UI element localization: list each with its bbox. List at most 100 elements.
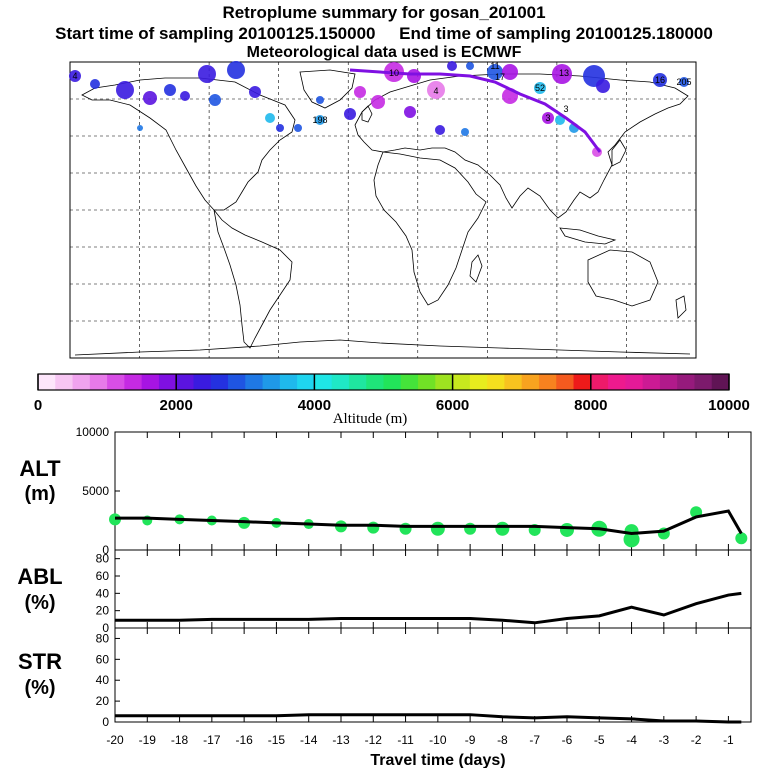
y-tick-label: 0 (102, 543, 109, 557)
colorbar-swatch (38, 374, 56, 390)
colorbar-swatch (297, 374, 315, 390)
colorbar-swatch (124, 374, 143, 390)
plume-marker (552, 64, 572, 84)
plume-centroid-path (349, 68, 602, 153)
x-tick-label: -16 (235, 733, 253, 747)
colorbar-tick-label: 4000 (298, 397, 331, 414)
x-tick-label: -5 (594, 733, 605, 747)
colorbar-label: Altitude (m) (333, 411, 408, 427)
plume-marker (276, 124, 284, 132)
plume-marker (371, 95, 385, 109)
plume-marker (542, 112, 554, 124)
colorbar-swatch (193, 374, 212, 390)
colorbar-swatch (158, 374, 177, 390)
plume-marker (90, 79, 100, 89)
plume-marker (137, 125, 143, 131)
plume-age-label: 16 (655, 75, 665, 85)
colorbar-swatch (469, 374, 488, 390)
x-tick-label: -10 (429, 733, 447, 747)
plume-marker (344, 108, 356, 120)
plume-marker (596, 79, 610, 93)
x-tick-label: -4 (626, 733, 637, 747)
colorbar-swatch (677, 374, 695, 390)
panel-unit-abl: (%) (24, 592, 55, 614)
x-tick-label: -8 (497, 733, 508, 747)
x-tick-label: -13 (332, 733, 350, 747)
plume-marker (227, 61, 245, 79)
colorbar-swatch (279, 374, 298, 390)
y-tick-label: 80 (96, 631, 110, 645)
end-time-label: End time of sampling 20100125.180000 (399, 24, 713, 43)
altitude-dot (559, 522, 574, 537)
x-axis-label: Travel time (days) (370, 752, 505, 768)
colorbar-swatch (89, 374, 108, 390)
panel-unit-alt: (m) (24, 483, 55, 505)
x-tick-label: -1 (723, 733, 734, 747)
plume-marker (164, 84, 176, 96)
panel-label-alt: ALT (19, 456, 61, 481)
panel-abl: 80 60 40 20 0 (96, 549, 752, 635)
plume-marker (209, 94, 221, 106)
plume-marker (143, 91, 157, 105)
colorbar-swatch (176, 374, 194, 390)
plume-marker (435, 125, 445, 135)
panel-str: 80 60 40 20 0 (96, 627, 752, 729)
colorbar-swatch (314, 374, 333, 390)
plume-age-label: 3 (545, 113, 550, 123)
colorbar-swatch (538, 374, 557, 390)
colorbar-swatch (55, 374, 74, 390)
altitude-dot (464, 522, 477, 535)
colorbar-tick-label: 8000 (574, 397, 607, 414)
x-tick-label: -18 (171, 733, 189, 747)
altitude-dot (399, 522, 412, 535)
plume-age-label: 17 (495, 72, 505, 82)
x-tick-label: -12 (365, 733, 383, 747)
x-tick-label: -11 (397, 733, 414, 747)
colorbar-swatch (590, 374, 609, 390)
panel-label-abl: ABL (17, 564, 62, 589)
coastlines (74, 69, 691, 356)
colorbar-swatch (608, 374, 626, 390)
x-tick-label: -15 (268, 733, 286, 747)
colorbar-swatch (383, 374, 402, 390)
colorbar-swatch (573, 374, 592, 390)
plume-age-label: 4 (433, 86, 438, 96)
y-tick-label: 10000 (76, 425, 110, 439)
start-time-label: Start time of sampling 20100125.150000 (55, 24, 376, 43)
x-tick-label: -7 (529, 733, 540, 747)
altitude-dot (367, 521, 380, 534)
x-tick-label: -6 (562, 733, 573, 747)
colorbar-swatch (245, 374, 264, 390)
plume-marker (466, 62, 474, 70)
plume-marker (69, 70, 81, 82)
plume-marker (555, 115, 565, 125)
colorbar-tick-label: 2000 (160, 397, 193, 414)
y-tick-label: 0 (102, 621, 109, 635)
plume-marker (502, 64, 518, 80)
y-tick-label: 0 (102, 715, 109, 729)
altitude-colorbar: 0 2000 4000 6000 8000 10000 (34, 373, 750, 414)
panel-unit-str: (%) (24, 677, 55, 699)
y-tick-label: 60 (96, 569, 110, 583)
colorbar-swatch (141, 374, 160, 390)
plume-marker (653, 73, 667, 87)
colorbar-swatch (642, 374, 661, 390)
x-tick-label: -9 (465, 733, 476, 747)
plume-marker (461, 128, 469, 136)
y-tick-label: 5000 (82, 484, 109, 498)
plume-age-label: 52 (535, 83, 545, 93)
plume-marker (265, 113, 275, 123)
y-tick-label: 40 (96, 586, 110, 600)
panel-frame (114, 627, 752, 723)
colorbar-swatch (331, 374, 350, 390)
chart-title: Retroplume summary for gosan_201001 (222, 3, 546, 22)
x-tick-label: -3 (658, 733, 669, 747)
plume-marker (487, 64, 503, 80)
colorbar-tick-label: 0 (34, 397, 42, 414)
plume-marker (534, 82, 546, 94)
y-tick-label: 20 (96, 604, 110, 618)
plume-marker (315, 115, 325, 125)
plume-marker (198, 65, 216, 83)
